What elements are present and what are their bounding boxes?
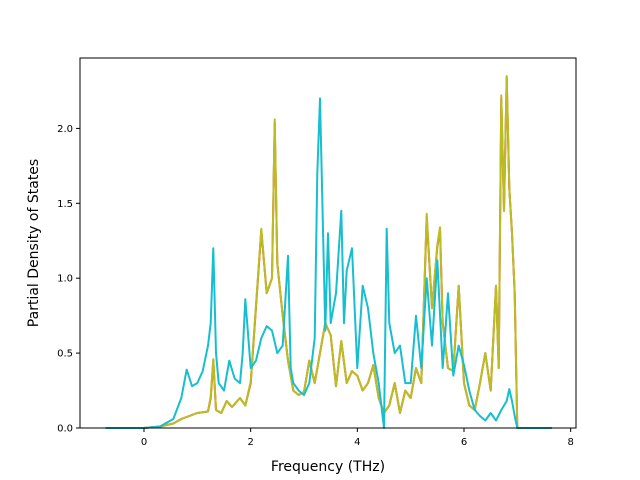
series-layer <box>105 75 552 429</box>
y-tick-label: 2.0 <box>57 124 73 135</box>
x-tick-label: 8 <box>567 437 573 448</box>
x-tick-label: 0 <box>141 437 147 448</box>
x-tick-label: 6 <box>461 437 467 448</box>
series-line-1 <box>105 75 552 429</box>
y-tick-label: 1.5 <box>57 199 73 210</box>
y-tick-label: 0.5 <box>57 349 73 360</box>
x-tick-label: 2 <box>247 437 253 448</box>
y-axis-ticks: 0.0 0.5 1.0 1.5 2.0 <box>57 124 80 435</box>
x-axis-label: Frequency (THz) <box>271 459 385 475</box>
y-tick-label: 1.0 <box>57 274 73 285</box>
plot-frame <box>79 57 577 429</box>
x-axis-ticks: 0 2 4 6 8 <box>141 428 574 448</box>
series-line-2 <box>105 97 552 429</box>
y-axis-label: Partial Density of States <box>26 159 42 327</box>
y-tick-label: 0.0 <box>57 424 73 435</box>
x-tick-label: 4 <box>354 437 360 448</box>
